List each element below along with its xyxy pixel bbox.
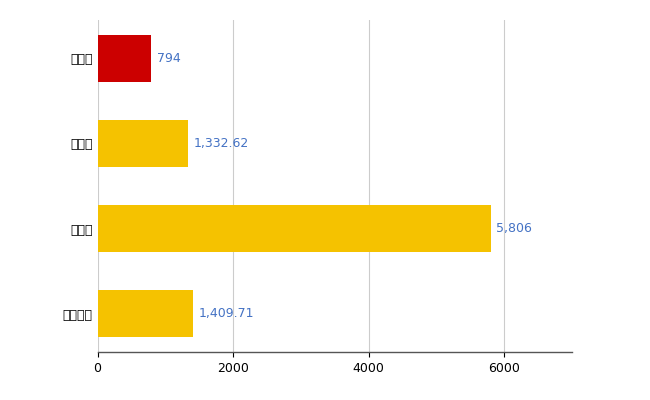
Text: 1,409.71: 1,409.71 [198, 307, 254, 320]
Bar [98, 35, 151, 82]
Bar [98, 290, 193, 337]
Bar [98, 205, 491, 252]
Text: 5,806: 5,806 [497, 222, 532, 235]
Text: 794: 794 [157, 52, 181, 65]
Text: 1,332.62: 1,332.62 [193, 137, 248, 150]
Bar [98, 120, 188, 167]
